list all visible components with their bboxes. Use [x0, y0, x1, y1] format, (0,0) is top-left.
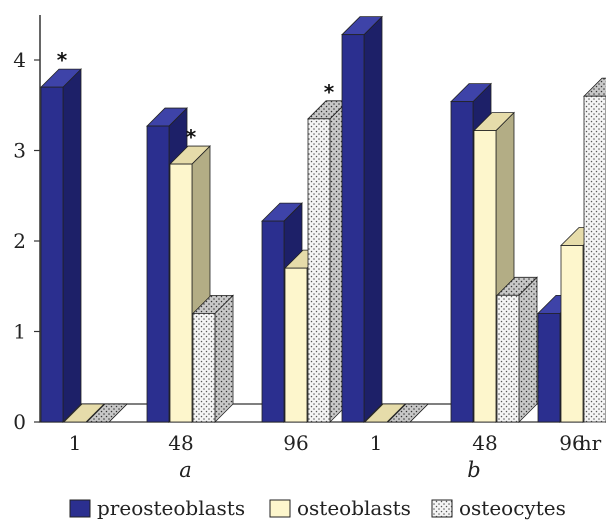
- bar-side-face: [62, 68, 82, 423]
- y-tick-label: 3: [13, 139, 26, 163]
- bar-front-face: [537, 312, 561, 423]
- bar-front-face: [146, 125, 170, 423]
- bar-osteoblasts-3: [364, 403, 406, 423]
- bar-front-face: [560, 245, 584, 423]
- legend-label: preosteoblasts: [97, 496, 245, 520]
- bar-front-face: [307, 118, 331, 423]
- bar-front-face: [341, 34, 365, 423]
- bar-osteocytes-4: [496, 276, 538, 423]
- bar-front-face: [40, 86, 64, 423]
- legend-item: preosteoblasts: [69, 496, 245, 520]
- bars: * * *: [40, 15, 606, 423]
- bar-osteocytes-5: [583, 77, 606, 423]
- bar-top-face: [583, 77, 606, 97]
- y-axis: 0 1 2 3 4: [13, 15, 41, 434]
- bar-preosteoblasts-0: [40, 68, 82, 423]
- bar-top-face: [86, 403, 128, 423]
- y-tick-label: 1: [13, 320, 26, 344]
- significance-star: *: [324, 80, 335, 104]
- bar-front-face: [496, 294, 520, 423]
- bar-front-face: [169, 163, 193, 423]
- bar-top-face: [387, 403, 429, 423]
- x-tick-label: 48: [168, 431, 193, 455]
- bar-side-face: [214, 294, 234, 423]
- bar-front-face: [261, 220, 285, 423]
- bar-osteocytes-3: [387, 403, 429, 423]
- bar-osteocytes-0: [86, 403, 128, 423]
- legend: preosteoblasts osteoblasts osteocytes: [69, 496, 566, 520]
- x-tick-label: 1: [69, 431, 82, 455]
- legend-item: osteoblasts: [269, 496, 411, 520]
- legend-label: osteoblasts: [297, 496, 411, 520]
- x-tick-label: 48: [472, 431, 497, 455]
- group-label: b: [467, 458, 480, 482]
- bar-front-face: [284, 267, 308, 423]
- legend-swatch: [431, 499, 453, 518]
- legend-swatch: [69, 499, 91, 518]
- significance-star: *: [57, 48, 68, 72]
- x-tick-label: 96: [283, 431, 308, 455]
- bar-front-face: [473, 130, 497, 423]
- significance-star: *: [186, 125, 197, 149]
- x-tick-label: 1: [370, 431, 383, 455]
- bar-osteocytes-1: [192, 294, 234, 423]
- y-tick-label: 0: [13, 410, 26, 434]
- bar-front-face: [450, 101, 474, 423]
- x-unit-label: hr: [579, 431, 602, 455]
- bar-side-face: [363, 15, 383, 423]
- legend-item: osteocytes: [431, 496, 566, 520]
- bar-front-face: [583, 95, 606, 423]
- y-tick-label: 2: [13, 229, 26, 253]
- bar-preosteoblasts-3: [341, 15, 383, 423]
- bar-front-face: [192, 312, 216, 423]
- bar-side-face: [518, 276, 538, 423]
- legend-label: osteocytes: [459, 496, 566, 520]
- bar-top-face: [364, 403, 406, 423]
- bar-top-face: [63, 403, 105, 423]
- x-tick-label: 96: [559, 431, 584, 455]
- bar-osteoblasts-0: [63, 403, 105, 423]
- group-label: a: [179, 458, 192, 482]
- y-tick-label: 4: [13, 48, 26, 72]
- legend-swatch: [269, 499, 291, 518]
